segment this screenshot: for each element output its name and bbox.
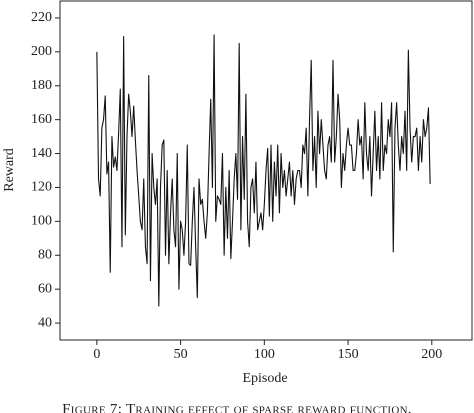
data-line xyxy=(96,34,431,307)
y-tick-label: 180 xyxy=(31,78,52,93)
y-tick-label: 140 xyxy=(31,146,52,161)
y-tick-label: 120 xyxy=(31,180,52,195)
x-tick-label: 200 xyxy=(421,347,442,362)
y-tick-label: 80 xyxy=(38,247,52,262)
x-tick-label: 50 xyxy=(174,347,188,362)
x-tick-label: 0 xyxy=(93,347,100,362)
y-tick-label: 220 xyxy=(31,10,52,25)
y-tick-label: 160 xyxy=(31,112,52,127)
y-tick-label: 40 xyxy=(38,315,52,330)
x-tick-label: 150 xyxy=(338,347,359,362)
y-tick-label: 200 xyxy=(31,44,52,59)
x-axis-label: Episode xyxy=(242,371,287,386)
plot-frame xyxy=(59,0,473,341)
caption: Figure 7: Training effect of sparse rewa… xyxy=(62,401,412,413)
y-axis-label: Reward xyxy=(2,148,17,192)
y-tick-label: 100 xyxy=(31,214,52,229)
x-tick-label: 100 xyxy=(254,347,275,362)
y-tick-label: 60 xyxy=(38,281,52,296)
